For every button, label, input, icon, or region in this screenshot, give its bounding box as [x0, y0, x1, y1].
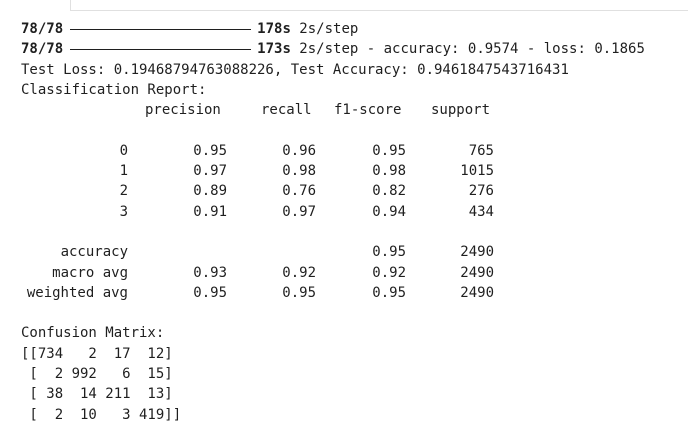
cell-border — [70, 0, 688, 11]
progress-metrics: - accuracy: 0.9574 - loss: 0.1865 — [358, 41, 645, 58]
report-precision: 0.97 — [193, 163, 227, 180]
matrix-row: [ 38 14 211 13] — [21, 386, 173, 403]
progress-bar — [70, 28, 252, 30]
report-f1-score: 0.82 — [372, 183, 406, 200]
report-row: weighted avg 0.95 0.95 0.95 2490 — [21, 283, 683, 303]
report-support: 765 — [468, 142, 494, 159]
progress-rate: 2s/step — [290, 41, 359, 58]
report-label: 0 — [119, 142, 128, 159]
report-f1-score: 0.95 — [372, 142, 406, 159]
report-row: 1 0.97 0.98 0.98 1015 — [21, 161, 683, 181]
progress-step: 78/78 — [21, 21, 64, 37]
report-support: 2490 — [460, 264, 494, 281]
matrix-row: [ 2 10 3 419]] — [21, 406, 182, 423]
matrix-title: Confusion Matrix: — [21, 325, 165, 342]
report-precision: 0.93 — [193, 264, 227, 281]
report-f1-score: 0.94 — [372, 203, 406, 220]
progress-line-2: 78/78 173s 2s/step - accuracy: 0.9574 - l… — [21, 39, 683, 59]
report-support: 276 — [468, 183, 494, 200]
report-label: 1 — [119, 163, 128, 180]
progress-rate: 2s/step — [290, 21, 359, 37]
report-header-row: precision recall f1-score support — [21, 100, 683, 120]
report-support: 434 — [468, 203, 494, 220]
report-f1-score: 0.92 — [372, 264, 406, 281]
report-summary: accuracy 0.95 2490 macro avg 0.93 0.92 0.92 249… — [21, 242, 683, 303]
report-precision: 0.95 — [193, 284, 227, 301]
progress-line-1: 78/78 178s 2s/step — [21, 19, 683, 39]
matrix-row: [ 2 992 6 15] — [21, 366, 173, 383]
header-f1-score: f1-score — [334, 102, 402, 119]
report-rows: 0 0.95 0.96 0.95 765 1 0.97 0.98 0.98 1015 2 0.89 0.… — [21, 141, 683, 222]
report-f1-score: 0.95 — [372, 244, 406, 261]
report-f1-score: 0.95 — [372, 284, 406, 301]
progress-time: 178s — [257, 21, 291, 37]
report-f1-score: 0.98 — [372, 163, 406, 180]
report-row: macro avg 0.93 0.92 0.92 2490 — [21, 263, 683, 283]
blank-line — [21, 303, 683, 323]
progress-bar — [70, 48, 252, 50]
report-recall: 0.97 — [282, 203, 316, 220]
header-precision: precision — [145, 102, 221, 119]
report-precision: 0.91 — [193, 203, 227, 220]
header-support: support — [431, 102, 491, 119]
cell-output: 78/78 178s 2s/step 78/78 173s 2s/step - ac… — [21, 19, 683, 425]
test-results-line: Test Loss: 0.19468794763088226, Test Acc… — [21, 61, 569, 78]
report-recall: 0.98 — [282, 163, 316, 180]
blank-line — [21, 120, 683, 140]
report-precision: 0.89 — [193, 183, 227, 200]
report-label: 2 — [119, 183, 128, 200]
blank-line — [21, 222, 683, 242]
report-recall: 0.96 — [282, 142, 316, 159]
report-title: Classification Report: — [21, 81, 207, 98]
progress-time: 173s — [257, 41, 291, 58]
report-support: 1015 — [460, 163, 494, 180]
report-label: weighted avg — [26, 284, 128, 301]
report-recall: 0.95 — [282, 284, 316, 301]
report-recall: 0.92 — [282, 264, 316, 281]
report-label: 3 — [119, 203, 128, 220]
progress-step: 78/78 — [21, 41, 64, 58]
report-label: macro avg — [52, 264, 128, 281]
report-row: 2 0.89 0.76 0.82 276 — [21, 181, 683, 201]
header-recall: recall — [261, 102, 312, 119]
report-label: accuracy — [60, 244, 128, 261]
report-row: 3 0.91 0.97 0.94 434 — [21, 202, 683, 222]
matrix-row: [[734 2 17 12] — [21, 345, 173, 362]
report-row: accuracy 0.95 2490 — [21, 242, 683, 262]
report-support: 2490 — [460, 244, 494, 261]
report-support: 2490 — [460, 284, 494, 301]
report-recall: 0.76 — [282, 183, 316, 200]
report-precision: 0.95 — [193, 142, 227, 159]
report-row: 0 0.95 0.96 0.95 765 — [21, 141, 683, 161]
